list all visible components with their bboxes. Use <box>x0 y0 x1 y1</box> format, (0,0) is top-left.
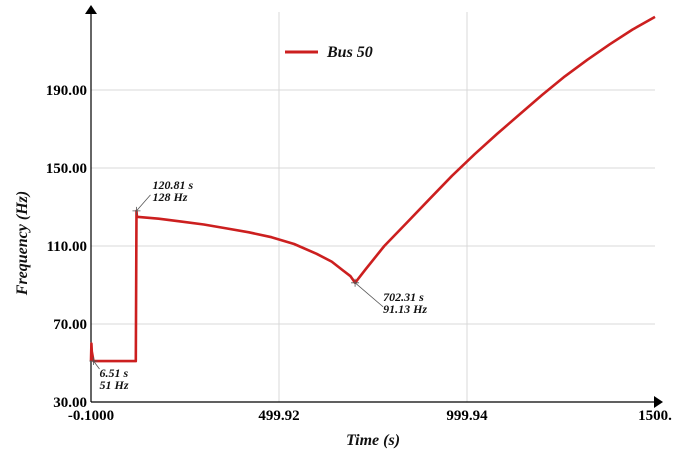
axes <box>85 5 663 408</box>
x-tick-label: 999.94 <box>446 408 488 424</box>
annotation-label: 120.81 s <box>152 178 193 192</box>
y-tick-label: 70.00 <box>53 317 87 333</box>
x-tick-label: -0.1000 <box>68 408 114 424</box>
y-tick-label: 150.00 <box>46 161 87 177</box>
annotation-label: 128 Hz <box>152 190 187 204</box>
y-tick-label: 110.00 <box>47 239 87 255</box>
annotation-label: 6.51 s <box>99 366 128 380</box>
legend-label: Bus 50 <box>326 44 373 61</box>
annotation-leader <box>93 360 100 370</box>
x-tick-label: 499.92 <box>258 408 299 424</box>
annotation-label: 702.31 s <box>383 290 424 304</box>
x-axis-title: Time (s) <box>346 432 400 449</box>
series-line-bus-50 <box>89 15 656 363</box>
y-axis-title: Frequency (Hz) <box>14 191 31 296</box>
x-axis-arrow-icon <box>654 396 663 408</box>
tick-labels: 30.00 70.00 110.00 150.00 190.00 -0.1000 499.9… <box>46 83 672 424</box>
annotation-leader <box>136 194 151 212</box>
y-tick-label: 190.00 <box>46 83 87 99</box>
y-axis-arrow-icon <box>85 5 97 14</box>
annotation-label: 51 Hz <box>99 378 128 392</box>
annotation-marker-icon <box>132 206 141 215</box>
legend: Bus 50 <box>285 44 373 61</box>
grid <box>91 12 655 402</box>
y-tick-label: 30.00 <box>53 395 87 411</box>
x-tick-label: 1500. <box>638 408 672 424</box>
annotation-leader <box>354 282 384 308</box>
annotation-label: 91.13 Hz <box>383 302 427 316</box>
series-layer <box>89 15 656 363</box>
